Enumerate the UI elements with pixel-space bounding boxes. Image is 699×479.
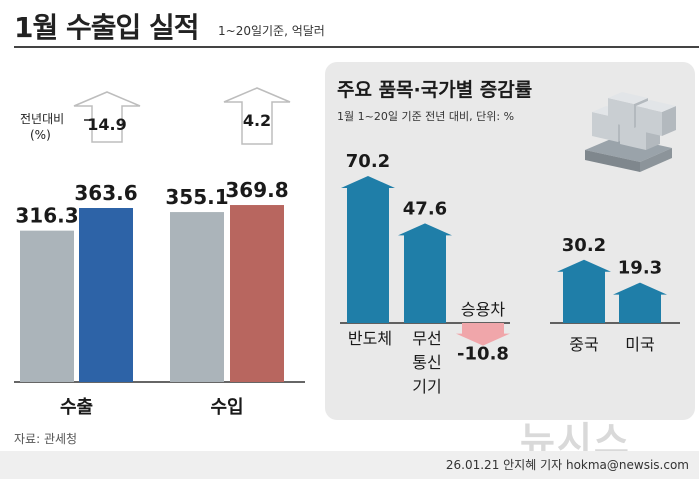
item-label: 반도체 [348, 329, 392, 348]
change-label: 전년대비 [20, 112, 64, 126]
change-arrow [73, 91, 141, 143]
change-value: 14.9 [87, 115, 126, 134]
bar-value-label: 316.3 [15, 204, 78, 228]
bar-수출-0 [20, 230, 74, 382]
panel-title: 주요 품목·국가별 증감률 [337, 79, 532, 101]
change-arrow [223, 87, 291, 145]
item-arrow-2 [456, 323, 510, 346]
bar-수입-1 [230, 205, 284, 382]
item-label: 승용차 [461, 300, 505, 319]
category-label: 수입 [210, 396, 243, 418]
bar-value-label: 363.6 [74, 181, 137, 205]
country-label: 미국 [625, 335, 654, 354]
pallet-front [640, 148, 672, 172]
bar-value-label: 355.1 [165, 185, 228, 209]
box-top [608, 92, 648, 104]
panel-subtitle: 1월 1~20일 기준 전년 대비, 단위: % [337, 109, 514, 123]
item-value: 70.2 [346, 151, 390, 172]
bar-value-label: 369.8 [225, 178, 288, 202]
item-value: 47.6 [403, 198, 447, 219]
item-arrow-1 [398, 223, 452, 323]
chart-title: 1월 수출입 실적 [14, 6, 200, 46]
item-value: -10.8 [457, 344, 509, 365]
country-label: 중국 [569, 335, 598, 354]
pallet-side [585, 150, 640, 172]
title-divider [14, 46, 699, 48]
chart-subtitle: 1~20일기준, 억달러 [218, 24, 325, 38]
source-text: 자료: 관세청 [14, 432, 78, 446]
box-side [608, 98, 634, 128]
box-top [636, 100, 676, 112]
credit-text: 26.01.21 안지혜 기자 hokma@newsis.com [445, 458, 689, 472]
boxes-icon [585, 92, 676, 172]
pallet-top [585, 136, 672, 162]
item-label: 통신 [412, 353, 441, 372]
item-label: 기기 [412, 377, 441, 396]
country-value: 30.2 [562, 235, 606, 256]
footer-bar [0, 451, 699, 479]
country-value: 19.3 [618, 258, 662, 279]
item-arrow-0 [341, 176, 395, 323]
bar-수입-0 [170, 212, 224, 382]
country-arrow-1 [613, 282, 667, 323]
box-front [662, 106, 676, 136]
country-arrow-0 [557, 259, 611, 323]
bar-수출-1 [79, 208, 133, 382]
change-value: 4.2 [243, 111, 271, 130]
item-label: 무선 [412, 329, 441, 348]
change-unit: (%) [30, 128, 51, 142]
chart-title-text: 1월 수출입 실적 [14, 11, 200, 44]
category-label: 수출 [60, 397, 93, 418]
box-side [636, 106, 662, 136]
